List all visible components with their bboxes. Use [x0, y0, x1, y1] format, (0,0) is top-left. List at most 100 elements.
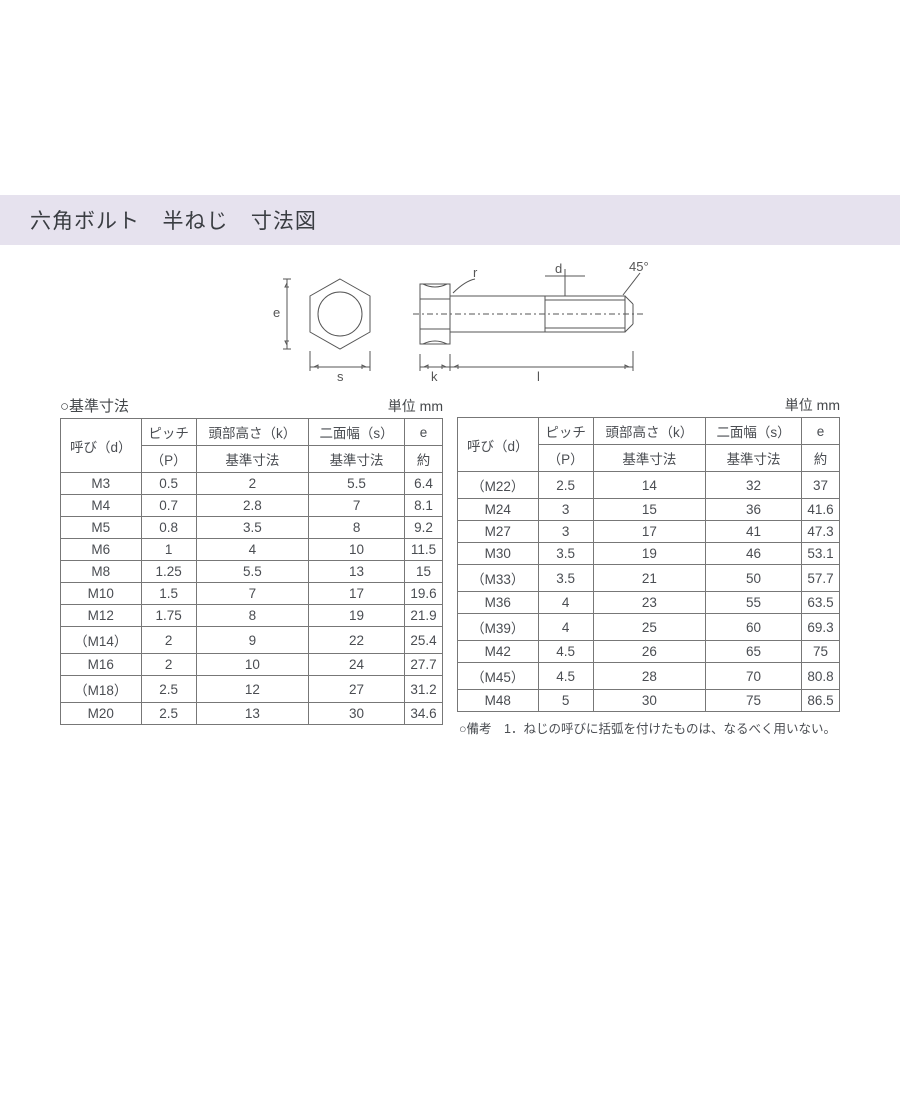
table-cell: 75: [802, 641, 840, 663]
table-row: M40.72.878.1: [61, 495, 443, 517]
table-row: M424.5266575: [458, 641, 840, 663]
table-cell: 13: [309, 561, 405, 583]
table-cell: 0.5: [141, 473, 196, 495]
table-cell: 21: [593, 565, 705, 592]
table-cell: 2.8: [196, 495, 308, 517]
table-cell: 3.5: [196, 517, 308, 539]
th-d: 呼び（d）: [61, 419, 142, 473]
table-cell: M20: [61, 703, 142, 725]
table-cell: 11.5: [405, 539, 443, 561]
table-cell: 86.5: [802, 690, 840, 712]
table-cell: 25: [593, 614, 705, 641]
table-cell: （M18）: [61, 676, 142, 703]
table-row: M121.7581921.9: [61, 605, 443, 627]
table-2-caption: 単位 mm: [457, 395, 840, 415]
spec-table-1: 呼び（d） ピッチ 頭部高さ（k） 二面幅（s） e （P） 基準寸法 基準寸法…: [60, 418, 443, 725]
table-cell: 21.9: [405, 605, 443, 627]
dim-label-k: k: [431, 369, 438, 384]
table-cell: 0.8: [141, 517, 196, 539]
th2-s-bot: 基準寸法: [706, 445, 802, 472]
table-cell: 24: [309, 654, 405, 676]
table-cell: M3: [61, 473, 142, 495]
tables-row: ○基準寸法 単位 mm 呼び（d） ピッチ 頭部高さ（k） 二面幅（s） e （…: [0, 395, 900, 737]
th2-d: 呼び（d）: [458, 418, 539, 472]
table-cell: 25.4: [405, 627, 443, 654]
table-cell: 22: [309, 627, 405, 654]
table-cell: 2: [141, 627, 196, 654]
table-cell: 15: [593, 499, 705, 521]
table-cell: （M14）: [61, 627, 142, 654]
table-row: （M18）2.5122731.2: [61, 676, 443, 703]
table-cell: 10: [196, 654, 308, 676]
table-cell: M12: [61, 605, 142, 627]
table-cell: 3.5: [538, 565, 593, 592]
footnote: ○備考 1．ねじの呼びに括弧を付けたものは、なるべく用いない。: [457, 718, 840, 737]
th2-k-top: 頭部高さ（k）: [593, 418, 705, 445]
table-row: M81.255.51315: [61, 561, 443, 583]
table-row: （M33）3.5215057.7: [458, 565, 840, 592]
bolt-diagram-container: e s k l d r 45°: [0, 259, 900, 389]
table-cell: 17: [593, 521, 705, 543]
table-cell: 19.6: [405, 583, 443, 605]
table-cell: 9.2: [405, 517, 443, 539]
table-cell: 12: [196, 676, 308, 703]
unit-label-2: 単位 mm: [785, 395, 840, 415]
dim-label-e: e: [273, 305, 280, 320]
table-cell: 15: [405, 561, 443, 583]
table-cell: 36: [706, 499, 802, 521]
table-cell: 3: [538, 499, 593, 521]
table-cell: 2.5: [141, 703, 196, 725]
table-1-caption: ○基準寸法 単位 mm: [60, 395, 443, 416]
table-cell: 3.5: [538, 543, 593, 565]
table-cell: M16: [61, 654, 142, 676]
th-k-top: 頭部高さ（k）: [196, 419, 308, 446]
table-cell: 3: [538, 521, 593, 543]
table-cell: 60: [706, 614, 802, 641]
table-cell: 6.4: [405, 473, 443, 495]
table-cell: M27: [458, 521, 539, 543]
dim-label-angle: 45°: [629, 259, 649, 274]
table-row: M364235563.5: [458, 592, 840, 614]
table-row: M303.5194653.1: [458, 543, 840, 565]
table-cell: M10: [61, 583, 142, 605]
caption-left: ○基準寸法: [60, 395, 129, 416]
th2-p-bot: （P）: [538, 445, 593, 472]
table-cell: 2: [196, 473, 308, 495]
table-cell: M24: [458, 499, 539, 521]
dim-label-s: s: [337, 369, 344, 384]
dim-label-d: d: [555, 261, 562, 276]
table-row: M273174147.3: [458, 521, 840, 543]
table-row: M50.83.589.2: [61, 517, 443, 539]
table-cell: 70: [706, 663, 802, 690]
table-row: M162102427.7: [61, 654, 443, 676]
table-cell: 26: [593, 641, 705, 663]
spec-table-2: 呼び（d） ピッチ 頭部高さ（k） 二面幅（s） e （P） 基準寸法 基準寸法…: [457, 417, 840, 712]
table-cell: 1.25: [141, 561, 196, 583]
dim-label-l: l: [537, 369, 540, 384]
table-cell: （M39）: [458, 614, 539, 641]
table-cell: 69.3: [802, 614, 840, 641]
th2-s-top: 二面幅（s）: [706, 418, 802, 445]
table-cell: M30: [458, 543, 539, 565]
table-cell: 5.5: [309, 473, 405, 495]
table-1-column: ○基準寸法 単位 mm 呼び（d） ピッチ 頭部高さ（k） 二面幅（s） e （…: [60, 395, 443, 737]
table-cell: 1: [141, 539, 196, 561]
table-cell: （M22）: [458, 472, 539, 499]
table-cell: 17: [309, 583, 405, 605]
table-cell: 19: [309, 605, 405, 627]
table-cell: M8: [61, 561, 142, 583]
table-row: （M45）4.5287080.8: [458, 663, 840, 690]
table-cell: 4.5: [538, 641, 593, 663]
table-row: （M14）292225.4: [61, 627, 443, 654]
table-cell: 55: [706, 592, 802, 614]
table-cell: 27.7: [405, 654, 443, 676]
table-cell: 1.75: [141, 605, 196, 627]
table-cell: （M33）: [458, 565, 539, 592]
table-row: M485307586.5: [458, 690, 840, 712]
table-cell: 30: [309, 703, 405, 725]
table-cell: 8: [309, 517, 405, 539]
th-s-top: 二面幅（s）: [309, 419, 405, 446]
table-cell: 13: [196, 703, 308, 725]
table-cell: 57.7: [802, 565, 840, 592]
table-row: （M22）2.5143237: [458, 472, 840, 499]
